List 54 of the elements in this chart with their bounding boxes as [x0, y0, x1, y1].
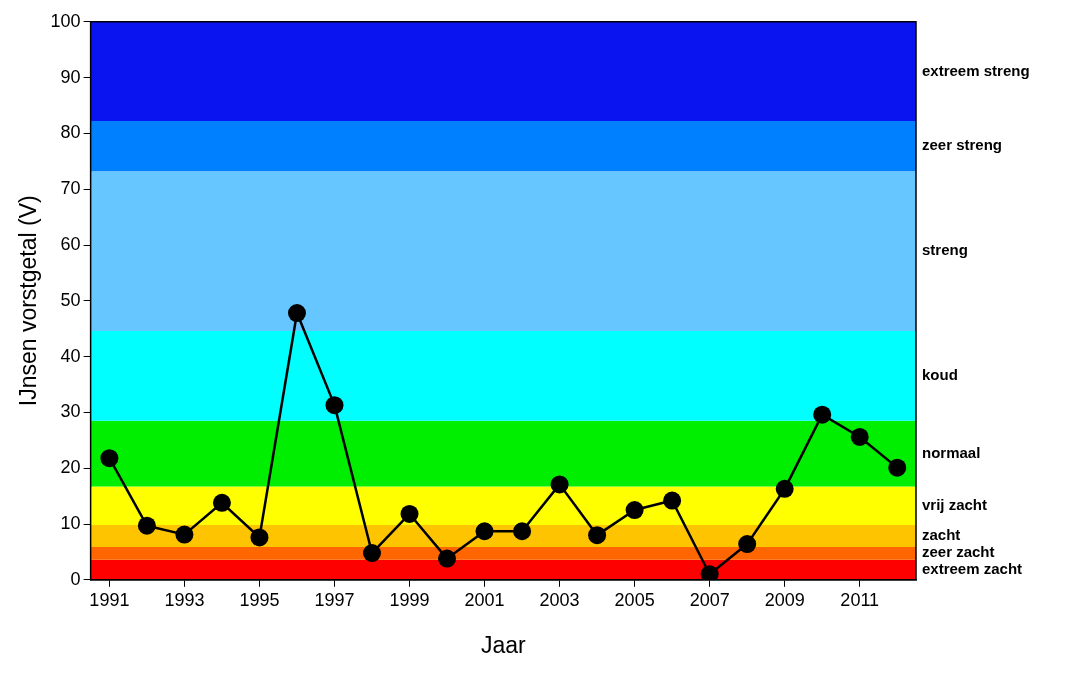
- point: [175, 525, 194, 544]
- y-tick-label: 0: [70, 568, 81, 589]
- band-label: vrij zacht: [922, 496, 988, 514]
- point: [625, 501, 644, 520]
- point: [212, 493, 231, 512]
- point: [100, 449, 119, 468]
- y-tick-label: 60: [60, 233, 81, 254]
- band-label: normaal: [922, 443, 981, 461]
- band-label: streng: [922, 241, 968, 259]
- x-tick-label: 2005: [614, 589, 655, 610]
- point: [813, 405, 832, 424]
- point: [888, 458, 907, 477]
- point: [513, 522, 532, 541]
- x-axis-title: Jaar: [480, 631, 527, 658]
- point: [850, 427, 869, 446]
- point: [438, 549, 457, 568]
- x-tick-label: 2007: [689, 589, 730, 610]
- point: [250, 528, 269, 547]
- x-tick-label: 2009: [764, 589, 805, 610]
- point: [475, 522, 494, 541]
- point: [325, 396, 344, 415]
- band-label: koud: [922, 365, 958, 383]
- band-label: extreem zacht: [922, 559, 1023, 577]
- y-tick-label: 80: [60, 122, 81, 143]
- point: [738, 535, 757, 554]
- y-tick-label: 90: [60, 66, 81, 87]
- band-label: zeer streng: [922, 136, 1003, 154]
- x-tick-label: 1993: [164, 589, 205, 610]
- x-tick-label: 1997: [314, 589, 355, 610]
- point: [663, 491, 682, 510]
- point: [400, 504, 419, 523]
- x-tick-label: 2011: [840, 589, 880, 610]
- y-tick-label: 10: [60, 512, 81, 533]
- point: [137, 516, 156, 535]
- band-label: zacht: [922, 526, 961, 544]
- y-axis-title: IJnsen vorstgetal (V): [15, 195, 42, 407]
- y-tick-label: 100: [50, 10, 81, 31]
- band-label: zeer zacht: [922, 543, 995, 561]
- x-tick-label: 1999: [389, 589, 430, 610]
- y-tick-label: 50: [60, 289, 81, 310]
- point: [775, 479, 794, 498]
- point: [287, 304, 306, 323]
- y-tick-label: 40: [60, 345, 81, 366]
- x-tick-label: 1991: [89, 589, 130, 610]
- y-tick-label: 30: [60, 401, 81, 422]
- x-tick-label: 1995: [239, 589, 280, 610]
- band-label: extreem streng: [922, 61, 1030, 79]
- x-tick-label: 2001: [464, 589, 505, 610]
- x-tick-label: 2003: [539, 589, 580, 610]
- point: [363, 544, 382, 563]
- point: [588, 526, 607, 545]
- y-tick-label: 20: [60, 457, 81, 478]
- y-tick-label: 70: [60, 178, 81, 199]
- point: [550, 475, 569, 494]
